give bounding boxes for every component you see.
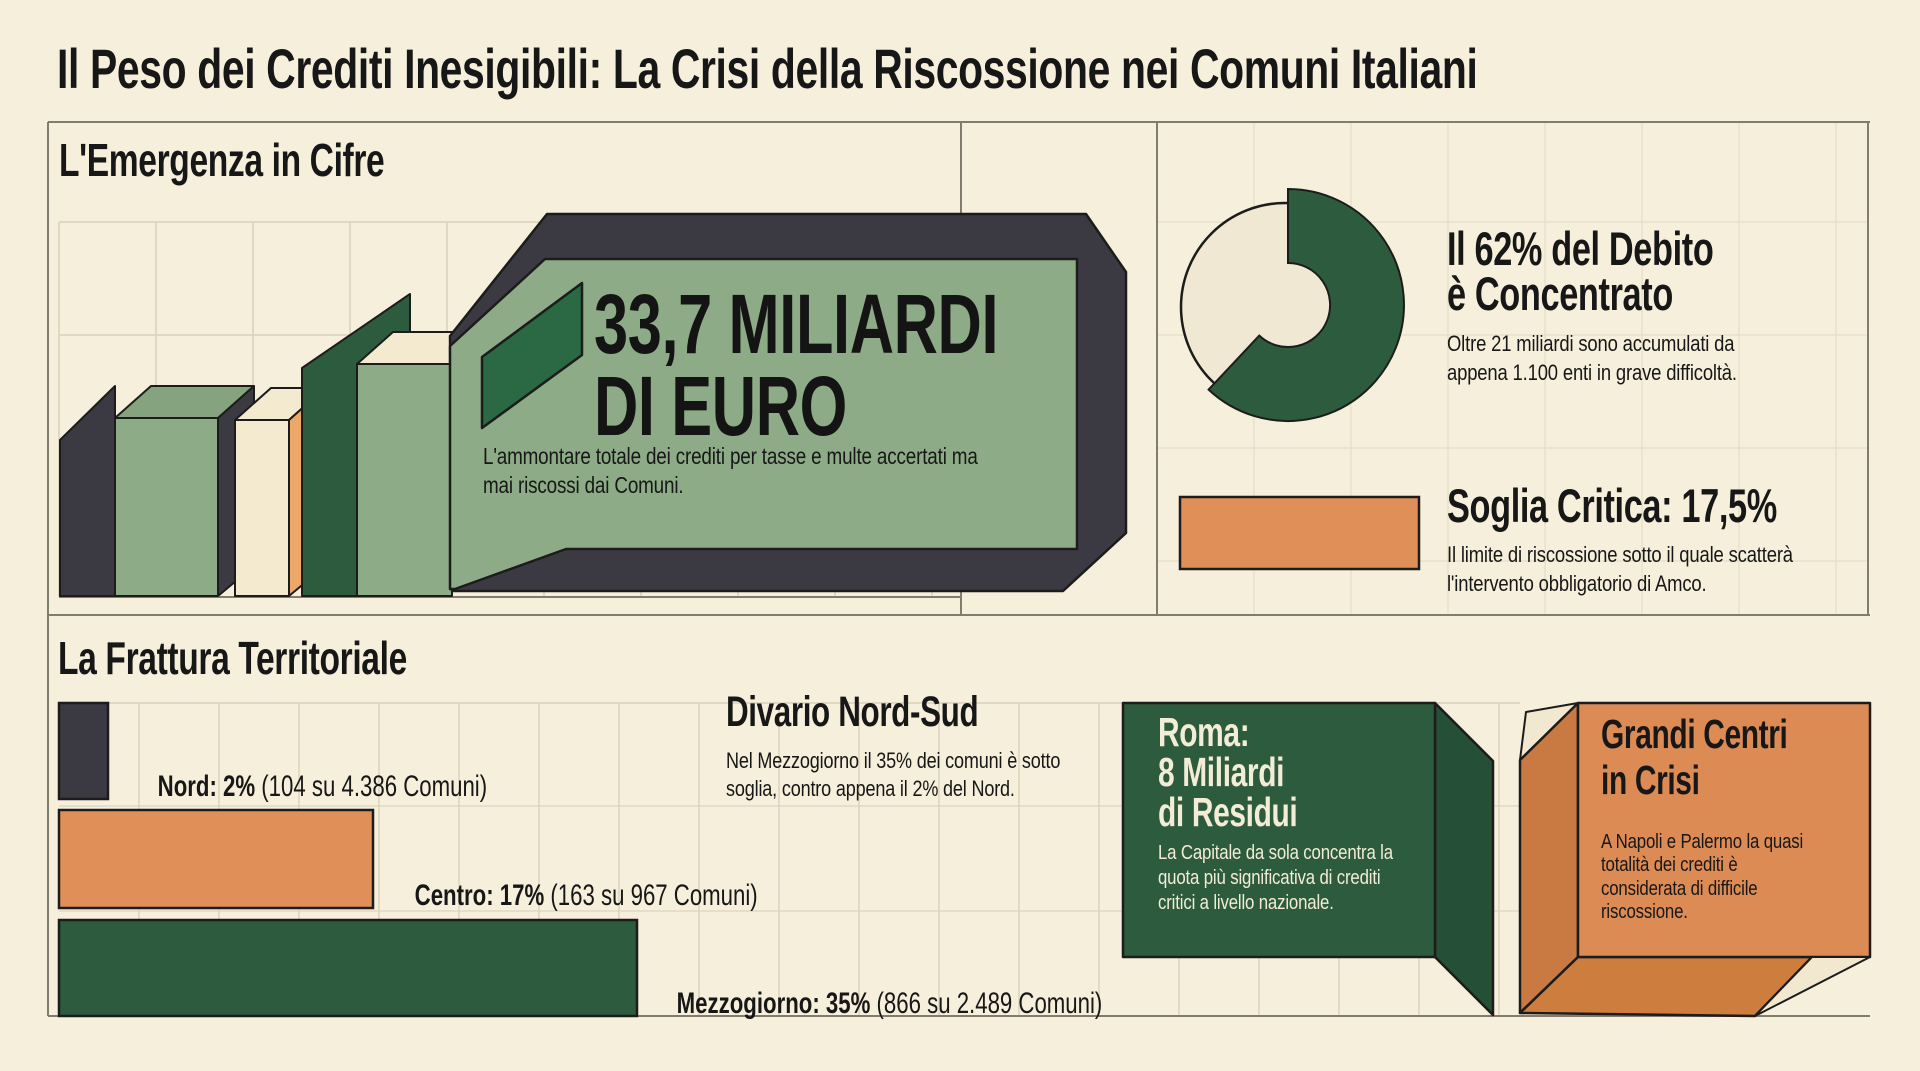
bar-nord xyxy=(57,701,110,801)
card-grandi-title: Grandi Centri in Crisi xyxy=(1601,711,1788,803)
divario-heading: Divario Nord-Sud xyxy=(726,688,979,736)
territorio-bar-chart xyxy=(57,701,639,1018)
bar-label-mezzogiorno-detail: (866 su 2.489 Comuni) xyxy=(870,987,1103,1020)
card-roma-shape xyxy=(1121,701,1495,1017)
page-title: Il Peso dei Crediti Inesigibili: La Cris… xyxy=(57,37,1478,100)
card-roma-title: Roma: 8 Miliardi di Residui xyxy=(1158,709,1298,836)
card-grandi-front xyxy=(1576,701,1872,959)
donut-slice-62pct xyxy=(1207,187,1405,422)
bar-label-centro-detail: (163 su 967 Comuni) xyxy=(544,879,758,912)
donut-chart xyxy=(1179,187,1405,422)
bars-3d-illustration xyxy=(59,293,489,597)
bar3d-2-front xyxy=(234,419,290,597)
bar3d-1-front xyxy=(114,417,219,597)
soglia-heading: Soglia Critica: 17,5% xyxy=(1447,479,1777,532)
banner-face xyxy=(448,257,1079,591)
divario-body: Nel Mezzogiorno il 35% dei comuni è sott… xyxy=(726,748,1061,801)
bar-label-nord-detail: (104 su 4.386 Comuni) xyxy=(255,770,488,803)
callout-banner xyxy=(448,212,1128,593)
bar3d-1-side-left xyxy=(59,385,116,597)
bar-centro xyxy=(57,808,375,910)
bar-label-centro: Centro: 17% (163 su 967 Comuni) xyxy=(390,845,758,947)
soglia-body: Il limite di riscossione sotto il quale … xyxy=(1447,542,1793,596)
card-grandi-body: A Napoli e Palermo la quasi totalità dei… xyxy=(1601,830,1804,924)
debito-heading: Il 62% del Debito è Concentrato xyxy=(1447,222,1714,321)
card-roma-body: La Capitale da sola concentra la quota p… xyxy=(1158,841,1393,914)
bar-label-mezzogiorno: Mezzogiorno: 35% (866 su 2.489 Comuni) xyxy=(652,953,1103,1055)
banner-description: L'ammontare totale dei crediti per tasse… xyxy=(483,443,978,498)
grid-top-right xyxy=(1157,122,1868,615)
bar-label-nord-value: Nord: 2% xyxy=(157,770,256,803)
card-grandi-shape xyxy=(1518,701,1872,1018)
soglia-critica-swatch xyxy=(1178,495,1421,571)
bar-mezzogiorno xyxy=(57,918,639,1018)
card-grandi-page-fold xyxy=(1754,956,1871,1017)
bar-label-mezzogiorno-value: Mezzogiorno: 35% xyxy=(676,987,871,1020)
bar-label-centro-value: Centro: 17% xyxy=(414,879,545,912)
parallelogram-icon xyxy=(480,281,584,430)
debito-body: Oltre 21 miliardi sono accumulati da app… xyxy=(1447,331,1737,385)
card-roma-front xyxy=(1121,701,1437,959)
emergenza-heading: L'Emergenza in Cifre xyxy=(59,134,385,186)
banner-value: 33,7 MILIARDI DI EURO xyxy=(594,277,999,454)
card-roma-flap xyxy=(1433,701,1495,1017)
bar-label-nord: Nord: 2% (104 su 4.386 Comuni) xyxy=(133,736,487,838)
frattura-heading: La Frattura Territoriale xyxy=(58,632,407,684)
bar3d-4-front xyxy=(356,363,453,597)
